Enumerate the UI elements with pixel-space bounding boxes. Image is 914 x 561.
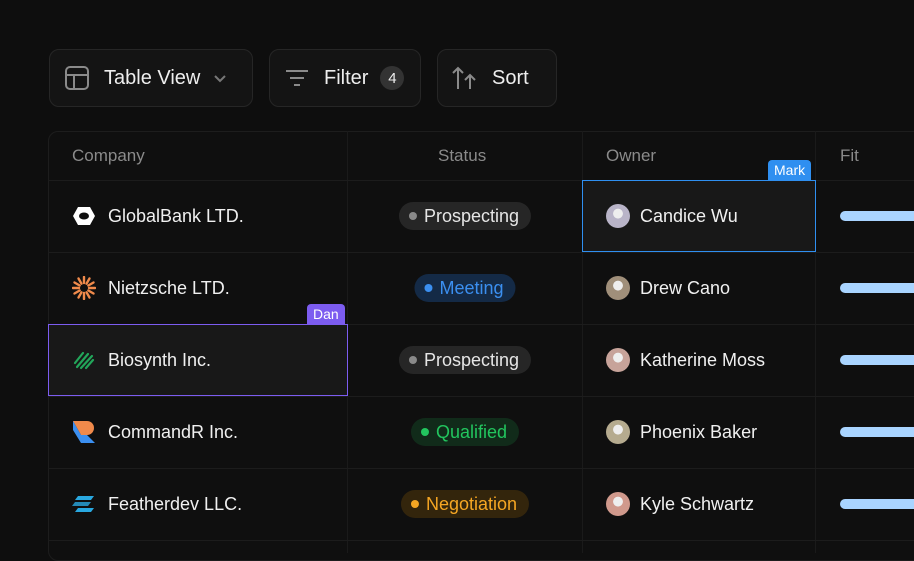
commandr-logo bbox=[72, 420, 96, 444]
column-header-owner[interactable]: Owner bbox=[606, 146, 657, 165]
company-cell[interactable]: GlobalBank LTD. bbox=[72, 204, 244, 228]
biosynth-logo bbox=[72, 348, 96, 372]
owner-name: Phoenix Baker bbox=[640, 421, 758, 442]
company-cell[interactable]: CommandR Inc. bbox=[72, 420, 238, 444]
owner-name: Drew Cano bbox=[640, 277, 731, 298]
status-badge[interactable]: Qualified bbox=[410, 418, 520, 446]
status-dot bbox=[420, 428, 429, 436]
status-badge[interactable]: Prospecting bbox=[398, 346, 532, 374]
fit-bar bbox=[840, 499, 914, 509]
avatar bbox=[606, 492, 630, 516]
status-dot bbox=[408, 212, 417, 220]
avatar bbox=[606, 276, 630, 300]
fit-bar bbox=[840, 283, 914, 293]
fit-bar bbox=[840, 211, 914, 221]
owner-cell[interactable]: Katherine Moss bbox=[606, 348, 765, 372]
status-dot bbox=[408, 356, 417, 364]
status-label: Qualified bbox=[435, 421, 508, 442]
owner-cell[interactable]: Candice Wu bbox=[606, 204, 738, 228]
status-dot bbox=[410, 500, 419, 508]
company-name: GlobalBank LTD. bbox=[108, 205, 244, 226]
company-name: Nietzsche LTD. bbox=[108, 277, 230, 298]
company-cell[interactable]: Featherdev LLC. bbox=[72, 492, 242, 516]
owner-cell[interactable]: Drew Cano bbox=[606, 276, 730, 300]
filter-count-badge: 4 bbox=[380, 66, 405, 90]
owner-name: Kyle Schwartz bbox=[640, 493, 755, 514]
status-label: Negotiation bbox=[425, 493, 518, 514]
cursor-tag-mark: Mark bbox=[768, 160, 812, 180]
avatar bbox=[606, 204, 630, 228]
status-label: Prospecting bbox=[423, 349, 520, 370]
sort-arrows-icon bbox=[452, 66, 476, 89]
status-badge[interactable]: Negotiation bbox=[400, 490, 530, 518]
company-cell[interactable]: Biosynth Inc. bbox=[72, 348, 211, 372]
filter-button[interactable]: Filter 4 bbox=[269, 49, 421, 107]
filter-label: Filter bbox=[324, 66, 369, 89]
cursor-selection-dan bbox=[48, 324, 348, 396]
nietzsche-sun-logo bbox=[72, 276, 96, 300]
table-view-label: Table View bbox=[104, 66, 201, 89]
company-name: CommandR Inc. bbox=[108, 421, 239, 442]
featherdev-logo bbox=[72, 492, 96, 516]
status-dot bbox=[424, 284, 433, 292]
globalbank-logo bbox=[72, 204, 96, 228]
company-name: Featherdev LLC. bbox=[108, 493, 243, 514]
status-label: Prospecting bbox=[423, 205, 520, 226]
table-view-button[interactable]: Table View bbox=[49, 49, 253, 107]
avatar bbox=[606, 420, 630, 444]
avatar bbox=[606, 348, 630, 372]
table-icon bbox=[65, 66, 89, 90]
owner-name: Katherine Moss bbox=[640, 349, 766, 370]
status-badge[interactable]: Meeting bbox=[414, 274, 516, 302]
column-header-fit[interactable]: Fit bbox=[840, 146, 859, 165]
owner-cell[interactable]: Kyle Schwartz bbox=[606, 492, 754, 516]
company-name: Biosynth Inc. bbox=[108, 349, 212, 370]
sort-button[interactable]: Sort bbox=[437, 49, 557, 107]
filter-icon bbox=[286, 70, 308, 86]
fit-bar bbox=[840, 427, 914, 437]
status-badge[interactable]: Prospecting bbox=[398, 202, 532, 230]
owner-name: Candice Wu bbox=[640, 205, 738, 226]
company-cell[interactable]: Nietzsche LTD. bbox=[72, 276, 230, 300]
cursor-tag-dan: Dan bbox=[307, 304, 345, 324]
sort-label: Sort bbox=[492, 66, 529, 89]
column-header-status[interactable]: Status bbox=[438, 146, 487, 165]
status-label: Meeting bbox=[439, 277, 504, 298]
fit-bar bbox=[840, 355, 914, 365]
column-header-company[interactable]: Company bbox=[72, 146, 145, 165]
owner-cell[interactable]: Phoenix Baker bbox=[606, 420, 757, 444]
chevron-down-icon bbox=[214, 75, 227, 83]
